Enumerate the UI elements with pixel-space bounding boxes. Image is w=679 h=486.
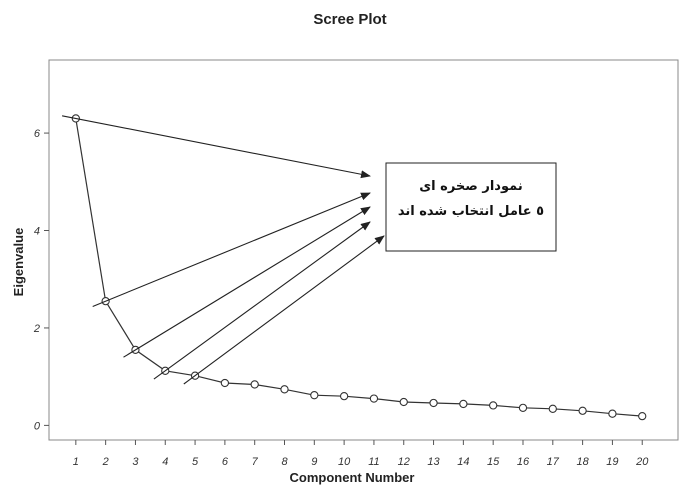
- x-tick-label: 8: [281, 456, 288, 468]
- data-point: [310, 391, 319, 400]
- y-tick-label: 4: [34, 226, 40, 238]
- data-point: [459, 399, 468, 409]
- annotation-box: نمودار صخره ای ٥ عامل انتخاب شده اند: [385, 162, 557, 252]
- x-tick-label: 14: [457, 456, 469, 468]
- y-axis-title: Eigenvalue: [11, 228, 26, 297]
- x-tick-label: 7: [252, 456, 259, 468]
- x-tick-label: 12: [398, 456, 410, 468]
- y-tick-label: 0: [34, 420, 41, 432]
- y-tick-label: 2: [33, 323, 40, 335]
- x-tick-label: 11: [368, 456, 379, 468]
- x-tick-label: 5: [192, 456, 199, 468]
- x-tick-label: 9: [311, 456, 317, 468]
- x-tick-label: 2: [102, 456, 109, 468]
- x-tick-label: 20: [635, 456, 649, 468]
- data-point: [548, 404, 557, 413]
- data-point: [518, 403, 528, 412]
- x-tick-label: 6: [222, 456, 229, 468]
- annotation-arrow: [92, 192, 371, 308]
- annotation-line-1: نمودار صخره ای: [419, 179, 522, 194]
- eigenvalue-series: [71, 114, 647, 421]
- data-point: [250, 380, 259, 389]
- data-point: [429, 398, 438, 408]
- x-axis-title: Component Number: [290, 470, 415, 485]
- y-axis: 0 2 4 6: [33, 128, 49, 432]
- data-point: [638, 411, 647, 421]
- annotation-arrows: [61, 115, 385, 385]
- x-tick-label: 17: [547, 456, 560, 468]
- annotation-arrow: [123, 206, 371, 358]
- x-tick-label: 13: [427, 456, 440, 468]
- data-point: [578, 406, 587, 415]
- series-line: [75, 118, 643, 417]
- data-point: [399, 397, 408, 407]
- y-tick-label: 6: [34, 128, 41, 140]
- x-tick-label: 3: [132, 456, 139, 468]
- data-point: [608, 409, 617, 418]
- data-point: [369, 394, 379, 403]
- x-tick-label: 16: [517, 456, 530, 468]
- annotation-line-2: ٥ عامل انتخاب شده اند: [398, 204, 544, 219]
- plot-frame: [48, 59, 679, 441]
- x-tick-label: 4: [162, 456, 168, 468]
- data-point: [489, 401, 498, 410]
- x-tick-label: 15: [487, 456, 500, 468]
- annotation-arrow: [61, 115, 371, 179]
- x-axis: 1 2 3 4 5 6 7 8 9 10 11 12 13 14 15 16 17 18 19 20: [73, 440, 649, 468]
- x-tick-label: 1: [73, 456, 79, 468]
- data-point: [280, 385, 289, 394]
- data-point: [220, 378, 230, 388]
- x-tick-label: 18: [576, 456, 589, 468]
- x-tick-label: 19: [606, 456, 618, 468]
- chart-title: Scree Plot: [313, 11, 386, 28]
- x-tick-label: 10: [338, 456, 351, 468]
- data-point: [339, 392, 349, 401]
- annotation-arrow: [183, 235, 385, 385]
- annotation-arrow: [153, 221, 371, 380]
